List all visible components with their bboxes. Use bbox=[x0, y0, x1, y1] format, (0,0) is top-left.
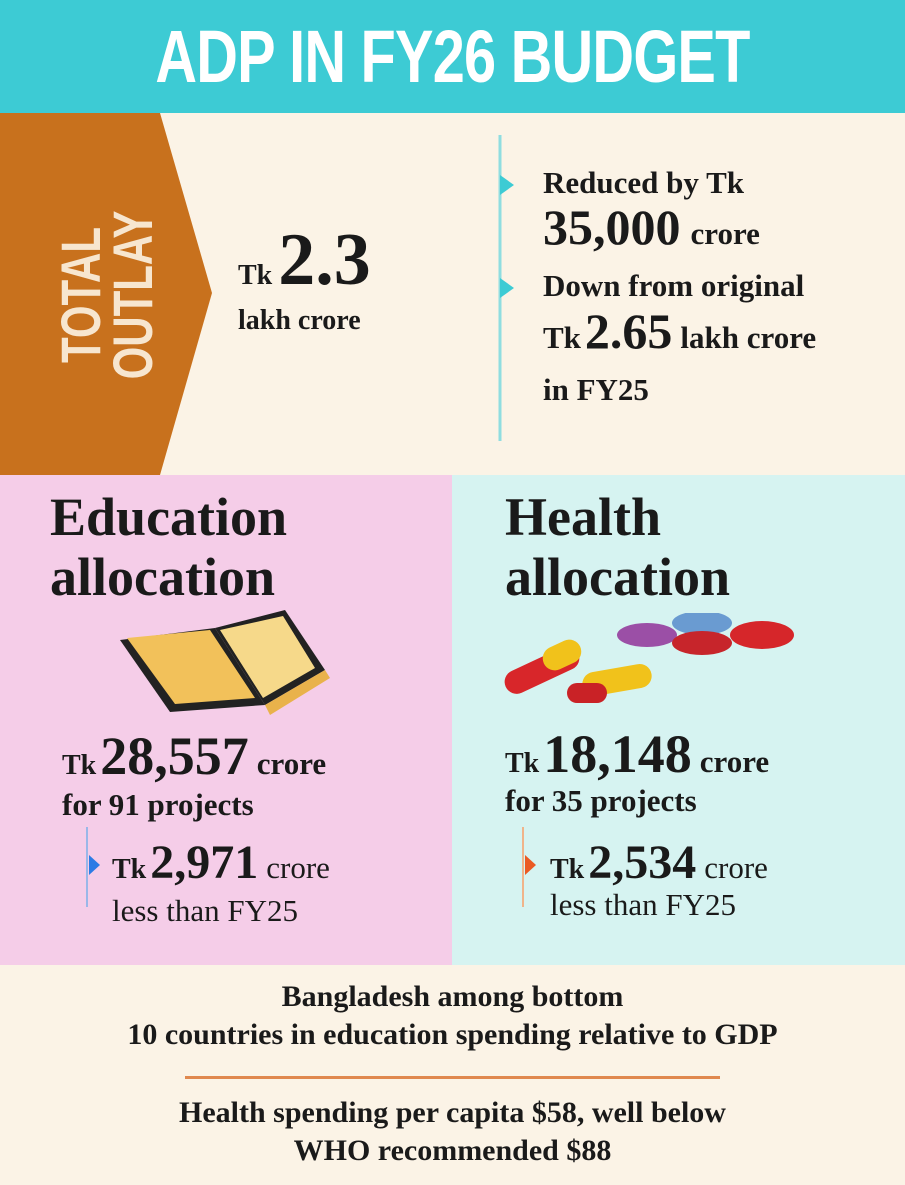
pills-icon bbox=[504, 613, 794, 703]
unit: crore bbox=[699, 744, 770, 779]
amount: 2.65 bbox=[584, 303, 673, 359]
outlay-label-line: TOTAL bbox=[49, 226, 112, 364]
footer-line: WHO recommended $88 bbox=[293, 1134, 612, 1167]
bullet bbox=[500, 278, 514, 298]
panel-title: allocation bbox=[50, 547, 275, 607]
outlay-amount: Tk 2.3 bbox=[238, 218, 371, 303]
bullet bbox=[500, 175, 514, 195]
projects: for 91 projects bbox=[62, 787, 254, 822]
projects: for 35 projects bbox=[505, 783, 697, 818]
footer-divider bbox=[185, 1076, 720, 1079]
unit: crore bbox=[704, 850, 768, 885]
prefix: Tk bbox=[238, 260, 273, 291]
outlay-label-line: OUTLAY bbox=[101, 210, 164, 380]
outlay-graphics bbox=[0, 113, 514, 475]
change-marker bbox=[522, 827, 536, 907]
footer-line: Health spending per capita $58, well bel… bbox=[179, 1096, 726, 1129]
change-amount: Tk 2,534 crore bbox=[550, 835, 768, 890]
note-line: Reduced by Tk bbox=[543, 165, 744, 200]
outlay-unit: lakh crore bbox=[238, 305, 361, 336]
outlay-arrow bbox=[0, 113, 212, 475]
amount: 2,534 bbox=[588, 836, 697, 889]
footer-note: Bangladesh among bottom 10 countries in … bbox=[0, 978, 905, 1054]
amount: 2,971 bbox=[150, 836, 259, 889]
unit: crore bbox=[690, 216, 760, 251]
note-amount: Tk 2.65 lakh crore bbox=[543, 302, 816, 360]
note-line: in FY25 bbox=[543, 372, 649, 407]
header-band: ADP IN FY26 BUDGET bbox=[0, 0, 905, 113]
health-panel: Health allocation Tk 18,148 crore for 35… bbox=[452, 475, 905, 965]
footer-line: 10 countries in education spending relat… bbox=[127, 1018, 778, 1051]
note-amount: 35,000 crore bbox=[543, 198, 760, 256]
amount: 28,557 bbox=[100, 726, 249, 786]
panel-title: Education bbox=[50, 487, 288, 547]
prefix: Tk bbox=[112, 854, 147, 885]
unit: crore bbox=[256, 746, 327, 781]
book-icon bbox=[120, 610, 330, 715]
amount-line: Tk 18,148 crore bbox=[505, 723, 769, 785]
change-note: less than FY25 bbox=[112, 893, 298, 928]
prefix: Tk bbox=[550, 854, 585, 885]
amount: 35,000 bbox=[543, 199, 681, 255]
prefix: Tk bbox=[543, 320, 581, 355]
footer-note: Health spending per capita $58, well bel… bbox=[0, 1094, 905, 1170]
amount: 2.3 bbox=[278, 219, 371, 301]
panel-title: Health bbox=[505, 487, 661, 547]
education-panel: Education allocation Tk 28,557 crore for… bbox=[0, 475, 452, 965]
panel-title: allocation bbox=[505, 547, 730, 607]
amount-line: Tk 28,557 crore bbox=[62, 725, 326, 787]
note-line: Down from original bbox=[543, 268, 805, 303]
unit: crore bbox=[266, 850, 330, 885]
prefix: Tk bbox=[62, 750, 97, 781]
outlay-label: TOTAL OUTLAY bbox=[49, 140, 164, 450]
unit: lakh crore bbox=[680, 320, 817, 355]
footer-line: Bangladesh among bottom bbox=[281, 980, 624, 1013]
title: ADP IN FY26 BUDGET bbox=[155, 15, 750, 98]
amount: 18,148 bbox=[543, 724, 692, 784]
change-note: less than FY25 bbox=[550, 887, 736, 922]
change-marker bbox=[86, 827, 100, 907]
change-amount: Tk 2,971 crore bbox=[112, 835, 330, 890]
prefix: Tk bbox=[505, 748, 540, 779]
